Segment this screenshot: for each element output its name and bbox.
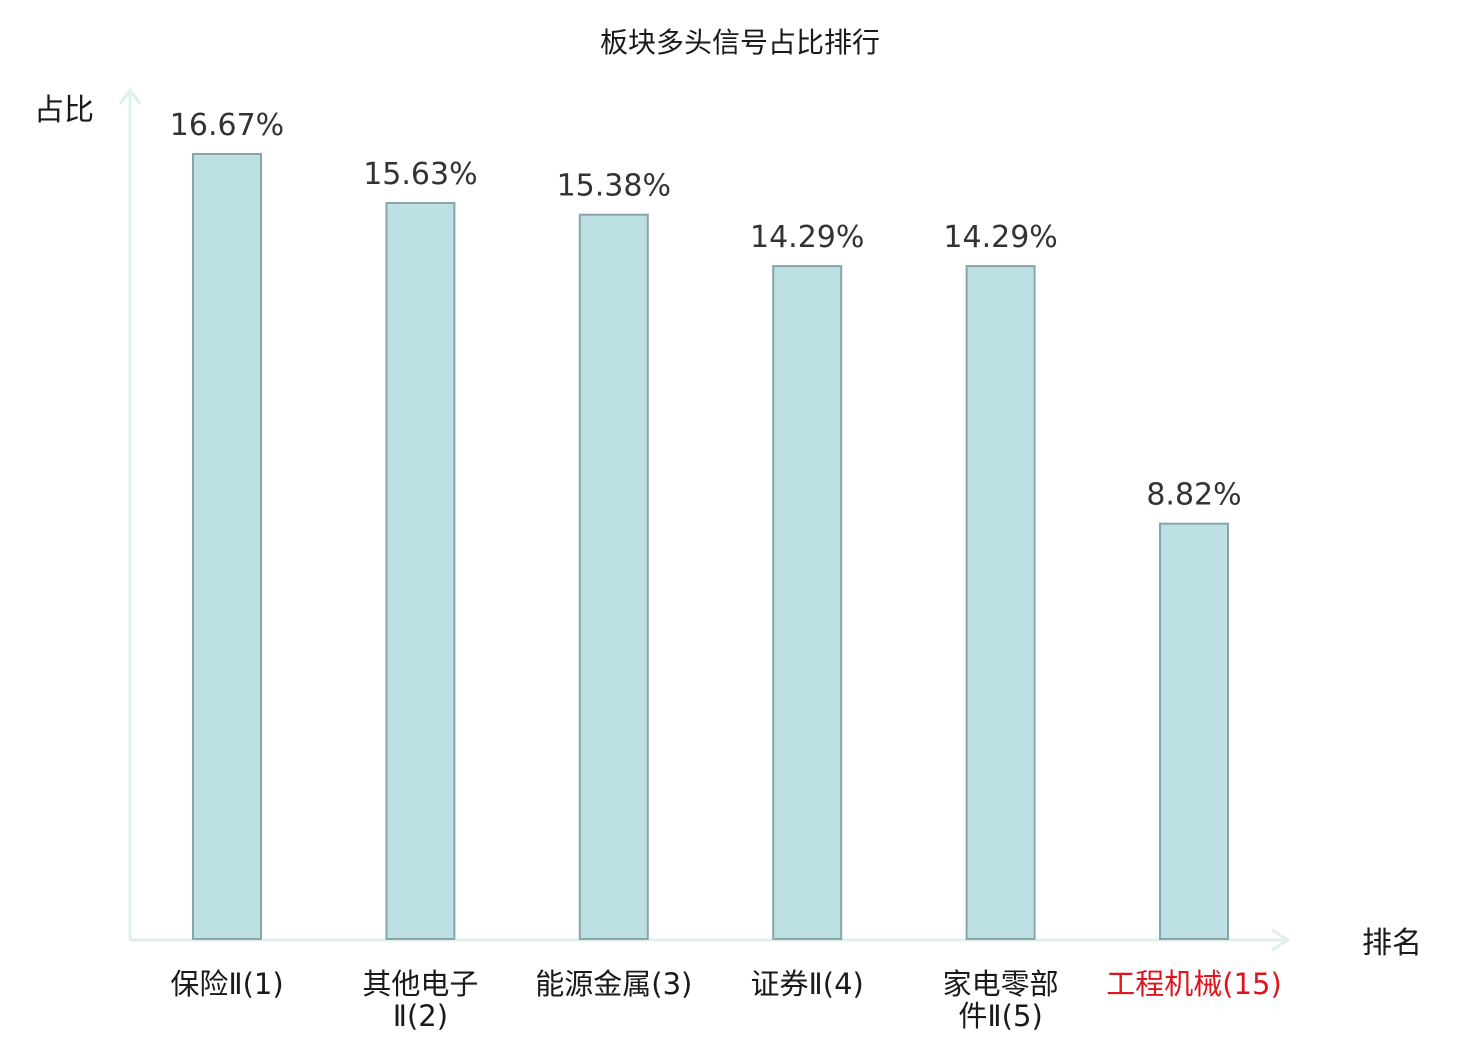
category-label-2-line-1: 其他电子 <box>362 967 478 1001</box>
value-label-2: 15.63% <box>363 157 477 192</box>
bar-4 <box>772 265 843 941</box>
chart-title: 板块多头信号占比排行 <box>600 26 880 59</box>
category-label-5-line-1: 家电零部 <box>943 967 1059 1001</box>
bars-group <box>192 153 1229 941</box>
bar-2 <box>385 202 456 940</box>
category-label-6: 工程机械(15) <box>1106 967 1282 1001</box>
category-label-3: 能源金属(3) <box>535 967 692 1001</box>
category-label-4: 证券Ⅱ(4) <box>751 967 864 1001</box>
bar-6 <box>1159 522 1229 940</box>
bar-5 <box>965 265 1036 941</box>
bar-1 <box>192 153 262 940</box>
x-axis-label: 排名 <box>1362 926 1422 961</box>
value-labels-group: 16.67% 15.63% 15.38% 14.29% 14.29% 8.82% <box>170 108 1242 513</box>
y-axis-arrow <box>118 87 142 105</box>
value-label-1: 16.67% <box>170 108 284 143</box>
bar-3 <box>578 213 649 940</box>
category-label-1: 保险Ⅱ(1) <box>170 967 283 1001</box>
value-label-4: 14.29% <box>750 220 864 255</box>
x-axis-arrow <box>1271 928 1291 952</box>
y-axis-label: 占比 <box>34 93 94 128</box>
value-label-5: 14.29% <box>943 220 1057 255</box>
category-label-2-line-2: Ⅱ(2) <box>393 999 448 1033</box>
category-label-5-line-2: 件Ⅱ(5) <box>958 999 1042 1033</box>
value-label-6: 8.82% <box>1146 478 1241 513</box>
value-label-3: 15.38% <box>557 169 671 204</box>
axes <box>118 87 1291 952</box>
